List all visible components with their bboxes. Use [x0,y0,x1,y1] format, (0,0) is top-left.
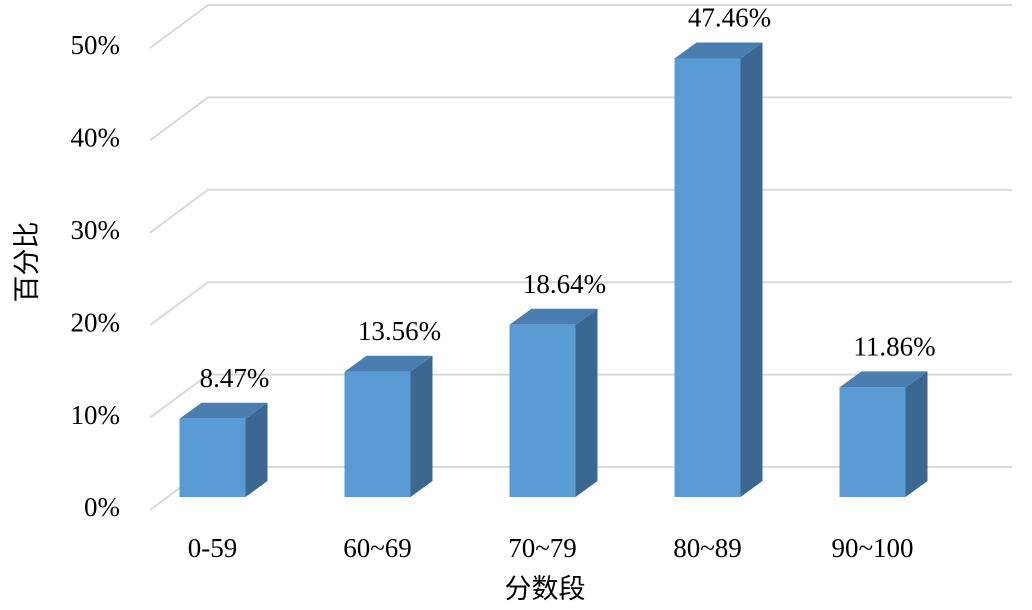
x-tick-label: 90~100 [831,533,913,563]
bar-front [344,371,411,497]
x-tick-label: 70~79 [508,533,577,563]
bar-front [839,387,906,497]
y-tick-label: 40% [71,123,121,153]
value-label: 8.47% [200,363,270,393]
grid-line [149,96,1012,142]
bar [179,402,268,497]
value-label: 13.56% [358,316,441,346]
bar [509,308,598,497]
y-axis-title: 百分比 [12,222,42,303]
bar [839,371,928,497]
bar-side [245,402,268,497]
value-label: 47.46% [688,3,771,33]
bar-top [179,402,268,419]
bar-side [575,308,598,497]
bar-side [410,355,433,497]
bar-side [740,42,763,497]
y-tick-label: 50% [71,30,121,60]
bar [344,355,433,497]
grid-line [149,4,1012,49]
x-axis-title: 分数段 [505,574,586,604]
y-tick-label: 30% [71,215,121,245]
grid-line [149,188,1012,234]
x-tick-label: 60~69 [343,533,412,563]
bar-top [674,42,763,59]
x-tick-label: 80~89 [673,533,742,563]
x-tick-label: 0-59 [188,533,238,563]
bar-top [839,371,928,388]
bar-front [674,58,741,497]
y-tick-label: 20% [71,307,121,337]
y-tick-label: 10% [71,400,121,430]
bar-front [509,324,576,497]
bar-front [179,418,246,497]
bar-top [509,308,598,325]
value-label: 18.64% [523,269,606,299]
bar-side [905,371,928,497]
bar [674,42,763,497]
bar-top [344,355,433,372]
y-tick-label: 0% [84,492,120,522]
value-label: 11.86% [853,332,935,362]
